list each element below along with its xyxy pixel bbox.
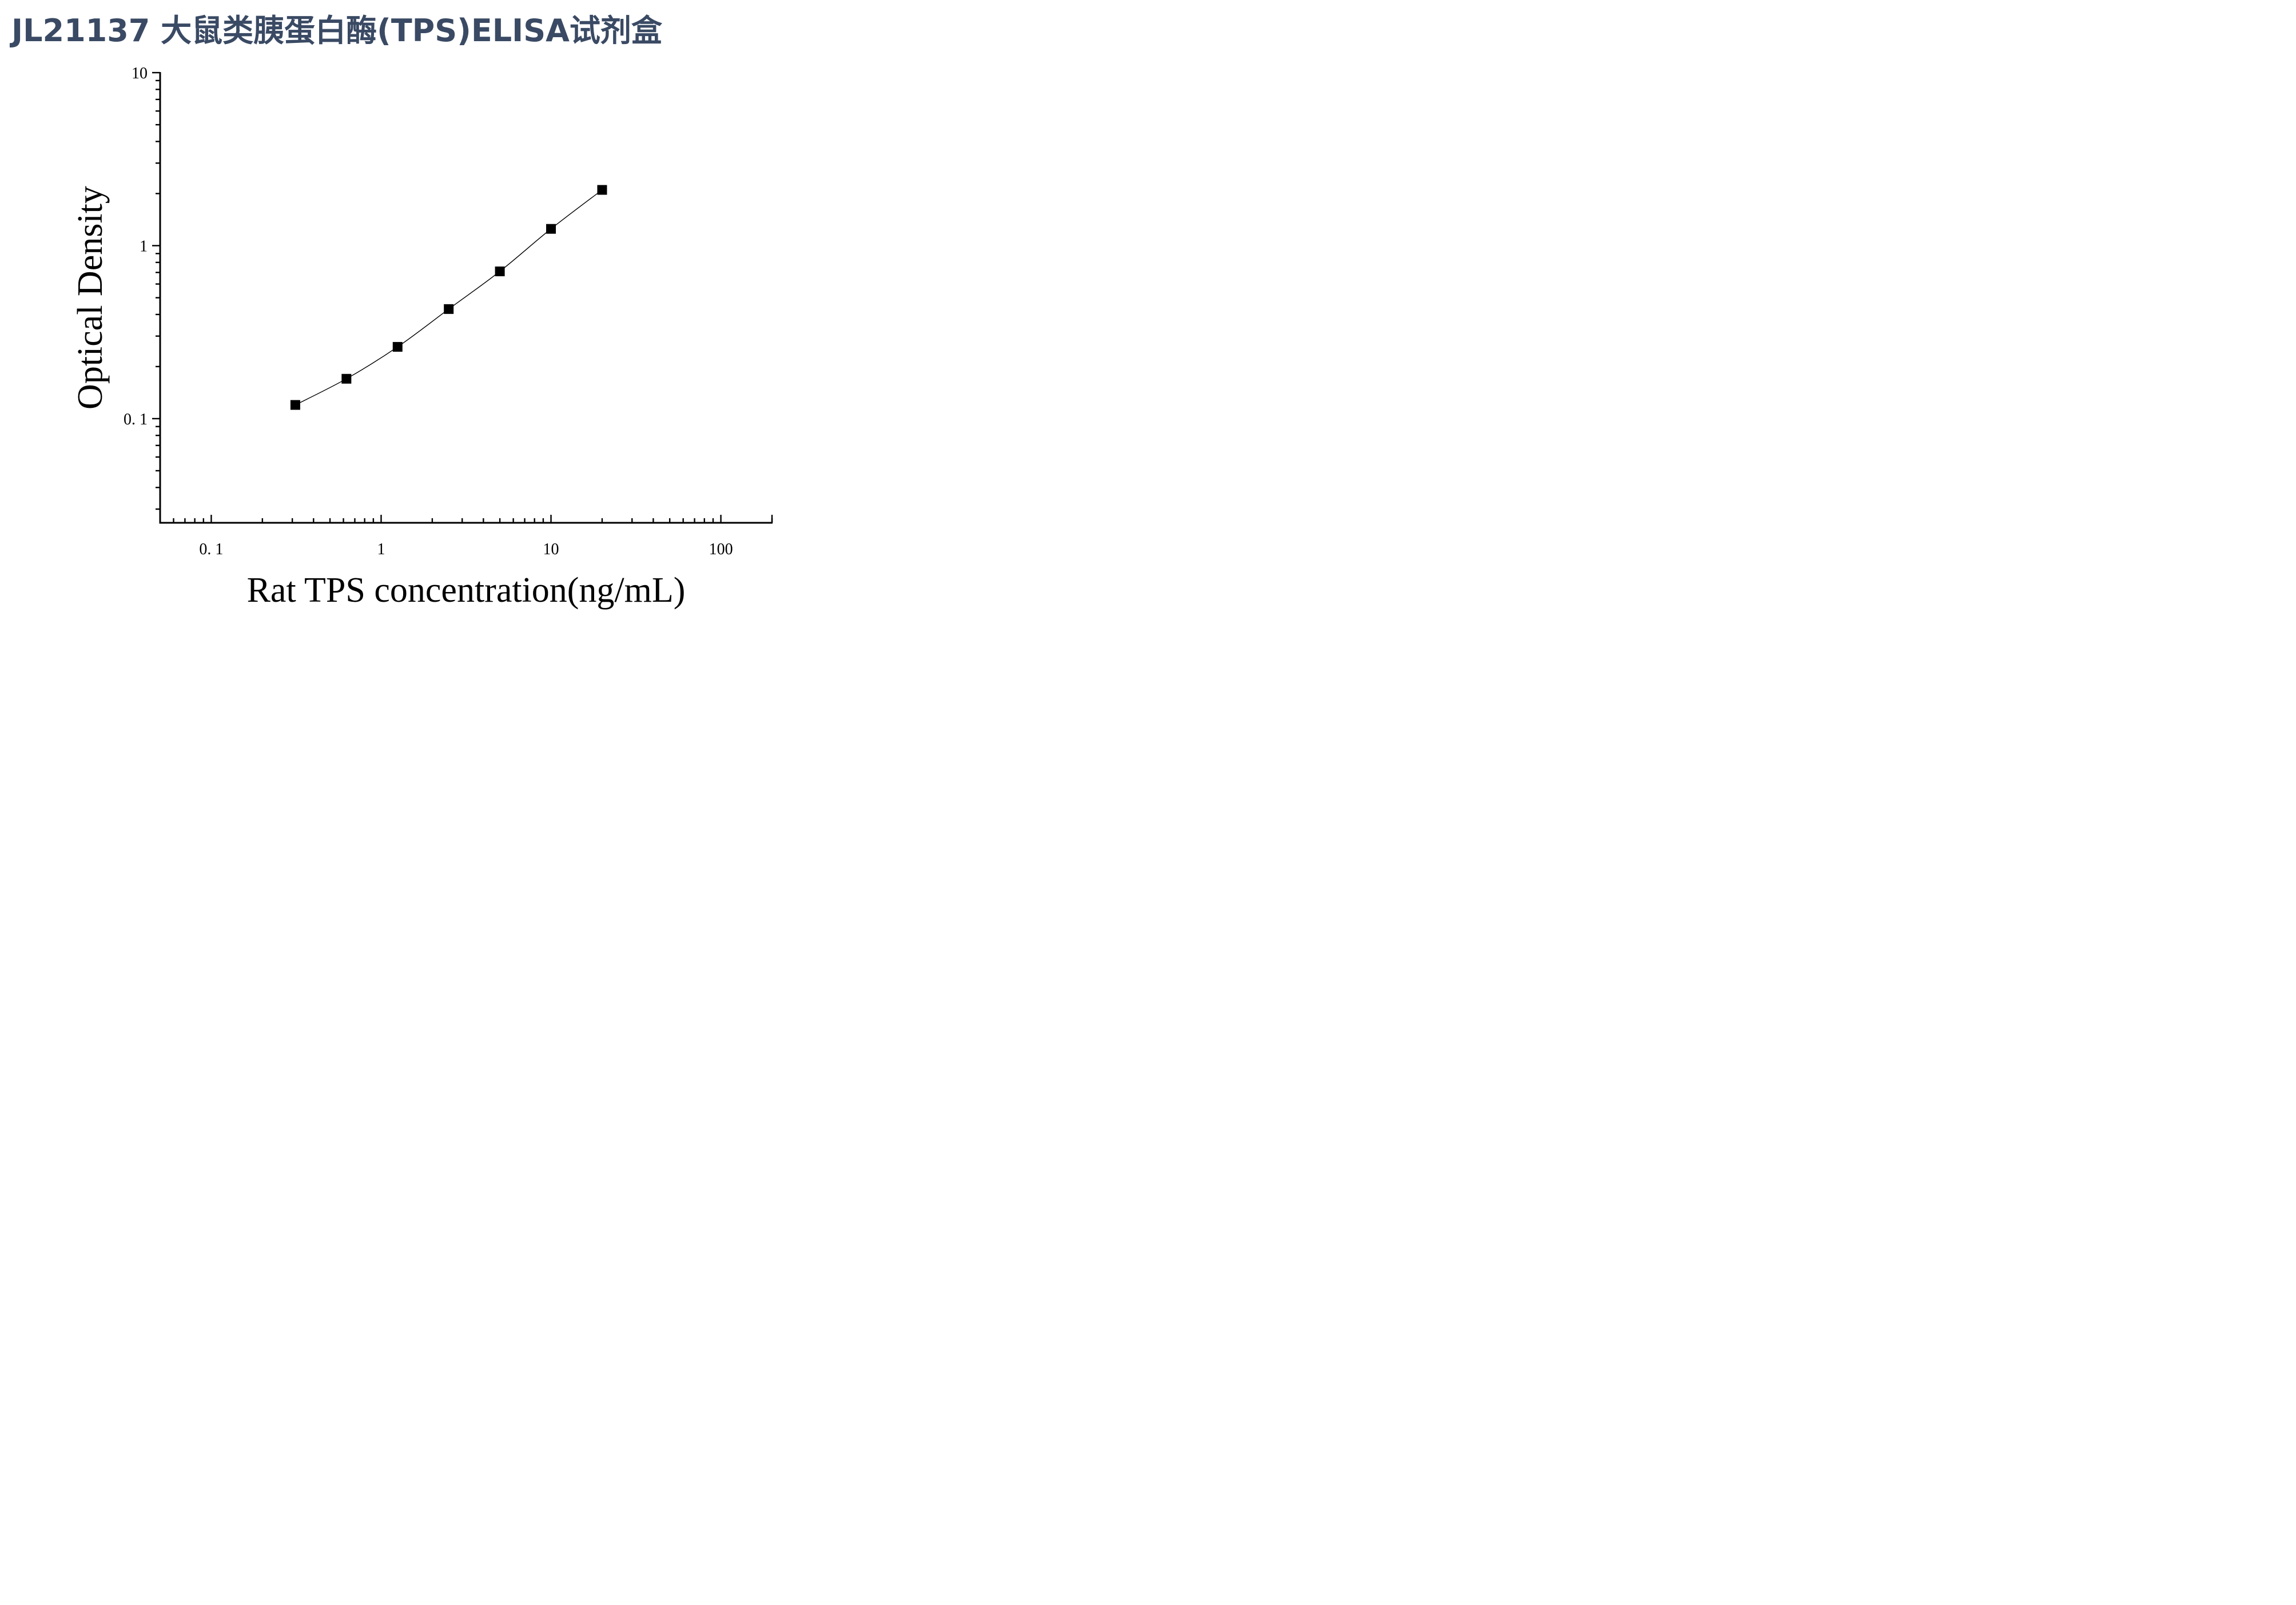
data-point xyxy=(392,341,403,352)
y-tick-label: 0. 1 xyxy=(124,411,148,428)
data-point xyxy=(290,400,300,410)
data-markers xyxy=(290,185,607,410)
x-axis-major-ticks xyxy=(210,515,773,523)
y-axis-major-ticks xyxy=(152,71,160,420)
x-tick-label: 100 xyxy=(709,541,733,558)
y-axis-title: Optical Density xyxy=(71,186,110,410)
data-point xyxy=(597,185,607,195)
x-axis-tick-labels: 0. 1 1 10 100 xyxy=(199,541,733,558)
y-axis-tick-labels: 0. 1 1 10 xyxy=(124,65,148,428)
x-tick-label: 1 xyxy=(377,541,385,558)
x-tick-label: 0. 1 xyxy=(199,541,223,558)
x-tick-label: 10 xyxy=(543,541,559,558)
data-point xyxy=(495,266,505,276)
data-point xyxy=(341,374,352,384)
x-axis-title: Rat TPS concentration(ng/mL) xyxy=(247,571,686,610)
data-point xyxy=(546,224,556,234)
standard-curve-chart: 0. 1 1 10 0. 1 1 10 100 Rat TPS concentration… xyxy=(71,65,773,610)
y-tick-label: 1 xyxy=(140,237,148,255)
page-title: JL21137 大鼠类胰蛋白酶(TPS)ELISA试剂盒 xyxy=(11,13,662,49)
data-point xyxy=(444,304,454,314)
fit-curve xyxy=(295,189,603,406)
y-tick-label: 10 xyxy=(132,65,148,82)
